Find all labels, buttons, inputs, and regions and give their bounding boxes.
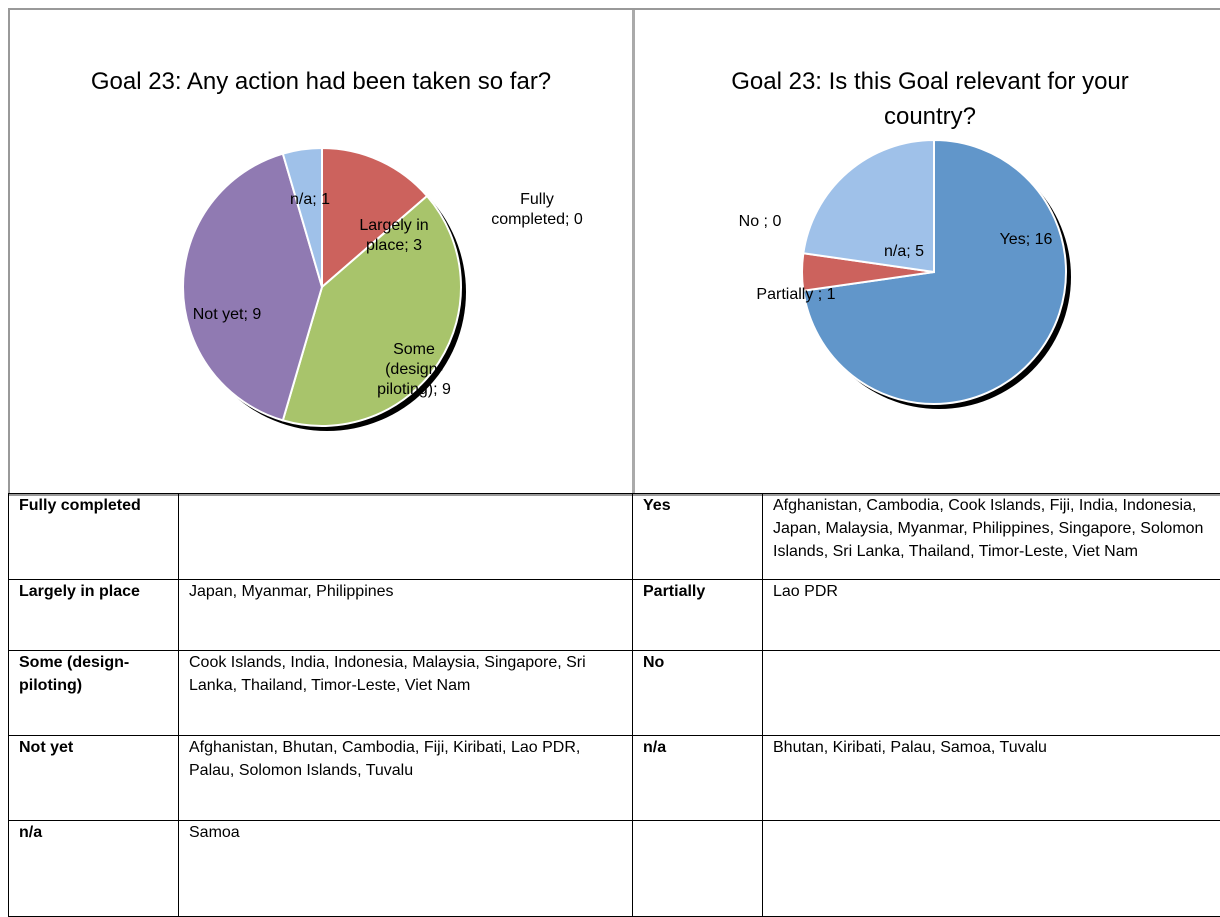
data-label: Fully completed; 0: [489, 190, 585, 230]
table-row: Some (design-piloting)Cook Islands, Indi…: [9, 651, 1220, 736]
chart-panel: Goal 23: Is this Goal relevant for your …: [634, 10, 1220, 493]
data-label: Not yet; 9: [177, 305, 277, 325]
charts-area: Goal 23: Any action had been taken so fa…: [8, 8, 1220, 496]
row-label: Largely in place: [9, 580, 179, 651]
country-list: [179, 494, 633, 580]
country-list: [763, 821, 1220, 917]
data-label: n/a; 1: [280, 190, 340, 210]
row-label: Some (design-piloting): [9, 651, 179, 736]
country-list: Lao PDR: [763, 580, 1220, 651]
chart-panel: Goal 23: Any action had been taken so fa…: [10, 10, 632, 493]
data-label: Yes; 16: [986, 230, 1066, 250]
country-list: Bhutan, Kiribati, Palau, Samoa, Tuvalu: [763, 736, 1220, 821]
row-label: [633, 821, 763, 917]
data-label: Largely in place; 3: [344, 216, 444, 256]
row-label: Partially: [633, 580, 763, 651]
row-label: n/a: [633, 736, 763, 821]
country-list: Japan, Myanmar, Philippines: [179, 580, 633, 651]
data-label: Some (design-piloting); 9: [368, 340, 460, 400]
row-label: Yes: [633, 494, 763, 580]
row-label: No: [633, 651, 763, 736]
data-label: Partially ; 1: [736, 285, 856, 305]
row-label: Not yet: [9, 736, 179, 821]
row-label: Fully completed: [9, 494, 179, 580]
chart-title: Goal 23: Any action had been taken so fa…: [81, 64, 561, 99]
country-list: [763, 651, 1220, 736]
country-list: Afghanistan, Bhutan, Cambodia, Fiji, Kir…: [179, 736, 633, 821]
data-label: n/a; 5: [874, 242, 934, 262]
chart-title: Goal 23: Is this Goal relevant for your …: [690, 64, 1170, 134]
data-label: No ; 0: [730, 212, 790, 232]
row-label: n/a: [9, 821, 179, 917]
country-list: Afghanistan, Cambodia, Cook Islands, Fij…: [763, 494, 1220, 580]
country-list: Samoa: [179, 821, 633, 917]
country-list: Cook Islands, India, Indonesia, Malaysia…: [179, 651, 633, 736]
